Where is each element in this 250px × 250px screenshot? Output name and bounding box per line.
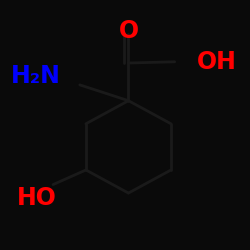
Text: O: O — [118, 20, 139, 44]
Text: H₂N: H₂N — [10, 64, 60, 88]
Text: OH: OH — [196, 50, 236, 74]
Text: HO: HO — [16, 186, 56, 210]
